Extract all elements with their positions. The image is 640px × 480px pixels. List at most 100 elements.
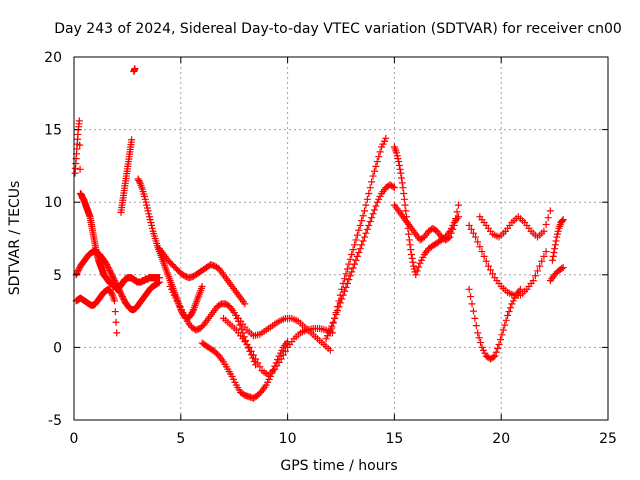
data-point <box>390 184 398 192</box>
data-point <box>552 237 560 245</box>
data-point <box>446 233 454 241</box>
y-axis-title: SDTVAR / TECUs <box>7 181 23 296</box>
data-point <box>353 231 361 239</box>
data-point <box>542 220 550 228</box>
data-point <box>406 241 414 249</box>
data-point <box>128 136 136 144</box>
data-point <box>352 236 360 244</box>
series-track-h-end-low <box>546 264 567 285</box>
data-point <box>326 326 334 334</box>
data-point <box>504 311 512 319</box>
data-point <box>189 307 197 315</box>
data-point <box>408 254 416 262</box>
data-point <box>489 353 497 361</box>
data-point <box>348 268 356 276</box>
data-point <box>407 250 415 258</box>
data-point <box>131 65 139 73</box>
data-point <box>475 334 483 342</box>
data-point <box>559 216 567 224</box>
data-point <box>449 225 457 233</box>
y-tick-label: 15 <box>44 123 62 139</box>
data-point <box>478 248 486 256</box>
data-point <box>415 263 423 271</box>
y-tick-label: 10 <box>44 195 62 211</box>
data-point <box>359 212 367 220</box>
data-point <box>551 241 559 249</box>
data-point <box>369 210 377 218</box>
x-tick-label: 5 <box>176 431 185 447</box>
data-point <box>277 355 285 363</box>
data-point <box>477 339 485 347</box>
data-point <box>505 308 513 316</box>
data-point <box>358 217 366 225</box>
data-point <box>402 207 410 215</box>
data-point <box>345 276 353 284</box>
data-point <box>400 189 408 197</box>
data-point <box>489 270 497 278</box>
data-point <box>358 241 366 249</box>
x-tick-label: 20 <box>492 431 510 447</box>
data-point <box>548 256 556 264</box>
x-tick-label: 0 <box>70 431 79 447</box>
data-point <box>375 153 383 161</box>
data-point <box>413 267 421 275</box>
data-point <box>469 229 477 237</box>
data-point <box>450 221 458 229</box>
plot-frame <box>73 56 609 421</box>
data-point <box>349 246 357 254</box>
data-point <box>396 165 404 173</box>
data-point <box>346 272 354 280</box>
data-point <box>336 299 344 307</box>
data-point <box>398 174 406 182</box>
data-point <box>467 225 475 233</box>
x-tick-label: 25 <box>599 431 617 447</box>
data-point <box>370 167 378 175</box>
data-point <box>198 282 206 290</box>
data-point <box>453 208 461 216</box>
data-point <box>494 344 502 352</box>
data-point <box>342 283 350 291</box>
data-point <box>474 238 482 246</box>
y-tick-label: 20 <box>44 50 62 66</box>
data-point <box>400 195 408 203</box>
data-point <box>363 225 371 233</box>
series-track-h-end <box>548 216 567 264</box>
data-point <box>349 264 357 272</box>
data-point <box>247 347 255 355</box>
data-point <box>467 293 475 301</box>
data-point <box>368 214 376 222</box>
data-point <box>333 307 341 315</box>
data-point <box>558 265 566 273</box>
data-point <box>76 165 84 173</box>
data-point <box>241 300 249 308</box>
data-point <box>338 295 346 303</box>
data-point <box>480 252 488 260</box>
series-track-d-high <box>230 309 334 354</box>
data-point <box>534 267 542 275</box>
data-point <box>372 162 380 170</box>
series-track-c-lower <box>166 282 260 369</box>
data-point <box>366 184 374 192</box>
data-points <box>71 65 567 402</box>
data-point <box>502 316 510 324</box>
series-track-g-top <box>476 207 554 241</box>
data-point <box>558 217 566 225</box>
data-point <box>499 326 507 334</box>
data-point <box>352 256 360 264</box>
data-point <box>469 307 477 315</box>
axis-ticks <box>73 56 609 421</box>
data-point <box>472 233 480 241</box>
data-point <box>452 215 460 223</box>
data-point <box>544 214 552 222</box>
data-point <box>412 271 420 279</box>
data-point <box>369 172 377 180</box>
data-point <box>279 351 287 359</box>
data-point <box>476 243 484 251</box>
series-track-g-dip <box>465 285 524 363</box>
data-point <box>113 329 121 337</box>
data-point <box>376 148 384 156</box>
data-point <box>237 325 245 333</box>
data-point <box>447 229 455 237</box>
data-point <box>329 318 337 326</box>
